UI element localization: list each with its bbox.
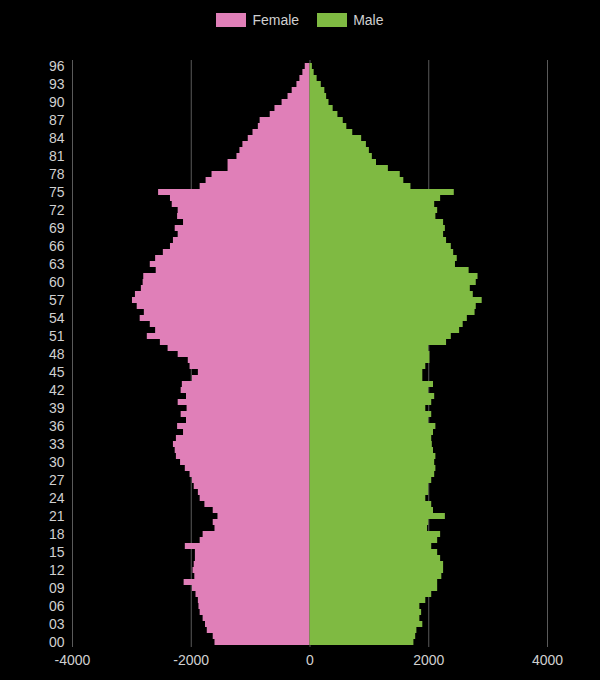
svg-text:00: 00 xyxy=(49,634,65,650)
svg-text:57: 57 xyxy=(49,292,65,308)
svg-text:21: 21 xyxy=(49,508,65,524)
svg-text:03: 03 xyxy=(49,616,65,632)
svg-text:-4000: -4000 xyxy=(55,652,91,668)
svg-text:24: 24 xyxy=(49,490,65,506)
svg-text:69: 69 xyxy=(49,220,65,236)
svg-text:0: 0 xyxy=(306,652,314,668)
svg-text:4000: 4000 xyxy=(532,652,563,668)
svg-text:36: 36 xyxy=(49,418,65,434)
svg-text:72: 72 xyxy=(49,202,65,218)
svg-text:42: 42 xyxy=(49,382,65,398)
svg-text:18: 18 xyxy=(49,526,65,542)
svg-text:84: 84 xyxy=(49,130,65,146)
svg-text:45: 45 xyxy=(49,364,65,380)
svg-text:66: 66 xyxy=(49,238,65,254)
svg-text:63: 63 xyxy=(49,256,65,272)
svg-text:78: 78 xyxy=(49,166,65,182)
svg-text:81: 81 xyxy=(49,148,65,164)
svg-text:27: 27 xyxy=(49,472,65,488)
svg-text:2000: 2000 xyxy=(413,652,444,668)
svg-text:60: 60 xyxy=(49,274,65,290)
svg-text:15: 15 xyxy=(49,544,65,560)
svg-text:93: 93 xyxy=(49,76,65,92)
svg-text:48: 48 xyxy=(49,346,65,362)
svg-text:75: 75 xyxy=(49,184,65,200)
svg-text:06: 06 xyxy=(49,598,65,614)
svg-text:51: 51 xyxy=(49,328,65,344)
svg-text:33: 33 xyxy=(49,436,65,452)
svg-text:-2000: -2000 xyxy=(173,652,209,668)
html-text:Female: Female xyxy=(252,12,300,28)
svg-text:39: 39 xyxy=(49,400,65,416)
html-text:Male: Male xyxy=(353,12,384,28)
svg-text:30: 30 xyxy=(49,454,65,470)
svg-text:96: 96 xyxy=(49,58,65,74)
svg-text:54: 54 xyxy=(49,310,65,326)
svg-text:87: 87 xyxy=(49,112,65,128)
svg-text:12: 12 xyxy=(49,562,65,578)
svg-text:09: 09 xyxy=(49,580,65,596)
svg-text:90: 90 xyxy=(49,94,65,110)
